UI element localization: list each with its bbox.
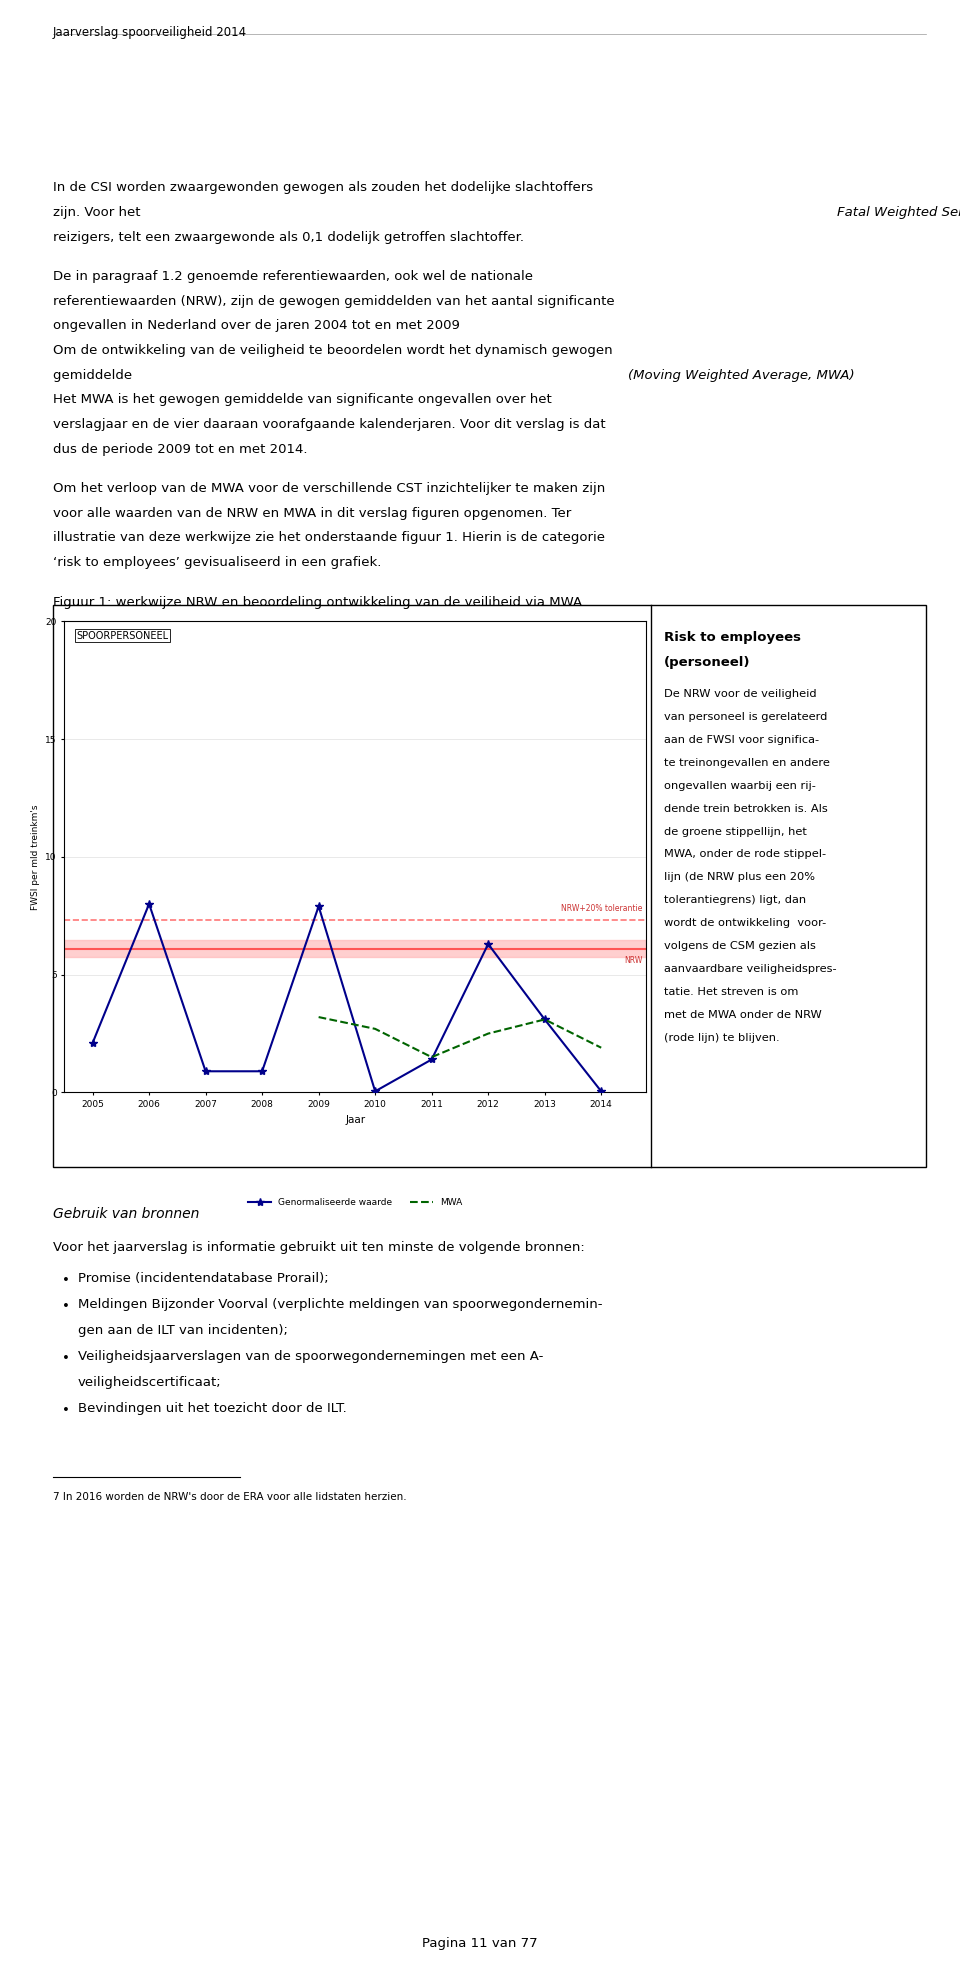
Text: illustratie van deze werkwijze zie het onderstaande figuur 1. Hierin is de categ: illustratie van deze werkwijze zie het o…: [53, 530, 605, 544]
Text: Veiligheidsjaarverslagen van de spoorwegondernemingen met een A-: Veiligheidsjaarverslagen van de spoorweg…: [78, 1349, 543, 1363]
Text: verslagjaar en de vier daaraan voorafgaande kalenderjaren. Voor dit verslag is d: verslagjaar en de vier daaraan voorafgaa…: [53, 418, 606, 432]
Text: •: •: [62, 1300, 70, 1313]
Text: Figuur 1: werkwijze NRW en beoordeling ontwikkeling van de veiliheid via MWA: Figuur 1: werkwijze NRW en beoordeling o…: [53, 596, 582, 609]
MWA: [370, 1018, 381, 1041]
MWA: [539, 1008, 550, 1031]
Text: met de MWA onder de NRW: met de MWA onder de NRW: [663, 1010, 822, 1020]
MWA: [595, 1035, 607, 1059]
Text: ‘risk to employees’ gevisualiseerd in een grafiek.: ‘risk to employees’ gevisualiseerd in ee…: [53, 556, 381, 570]
MWA: [426, 1045, 438, 1069]
Text: Om de ontwikkeling van de veiligheid te beoordelen wordt het dynamisch gewogen: Om de ontwikkeling van de veiligheid te …: [53, 343, 612, 357]
Text: •: •: [62, 1404, 70, 1416]
Text: Om het verloop van de MWA voor de verschillende CST inzichtelijker te maken zijn: Om het verloop van de MWA voor de versch…: [53, 481, 605, 495]
Text: De in paragraaf 1.2 genoemde referentiewaarden, ook wel de nationale: De in paragraaf 1.2 genoemde referentiew…: [53, 270, 533, 284]
Text: •: •: [62, 1274, 70, 1288]
Genormaliseerde waarde: [143, 891, 155, 915]
Text: NRW+20% tolerantie: NRW+20% tolerantie: [561, 905, 642, 913]
Text: Jaarverslag spoorveiligheid 2014: Jaarverslag spoorveiligheid 2014: [53, 26, 247, 39]
Text: Voor het jaarverslag is informatie gebruikt uit ten minste de volgende bronnen:: Voor het jaarverslag is informatie gebru…: [53, 1240, 585, 1254]
Text: 7 In 2016 worden de NRW's door de ERA voor alle lidstaten herzien.: 7 In 2016 worden de NRW's door de ERA vo…: [53, 1491, 406, 1501]
Text: NRW: NRW: [624, 956, 642, 964]
Text: Fatal Weighted Serious Injuries (FWSI): Fatal Weighted Serious Injuries (FWSI): [837, 205, 960, 219]
Text: (personeel): (personeel): [663, 655, 750, 669]
Text: De NRW voor de veiligheid: De NRW voor de veiligheid: [663, 688, 816, 698]
Text: SPOORPERSONEEL: SPOORPERSONEEL: [76, 631, 168, 641]
Line: Genormaliseerde waarde: Genormaliseerde waarde: [88, 899, 606, 1096]
Text: Bevindingen uit het toezicht door de ILT.: Bevindingen uit het toezicht door de ILT…: [78, 1402, 347, 1414]
Text: MWA, onder de rode stippel-: MWA, onder de rode stippel-: [663, 850, 826, 860]
Genormaliseerde waarde: [539, 1008, 550, 1031]
Text: (rode lijn) te blijven.: (rode lijn) te blijven.: [663, 1033, 780, 1043]
Text: reizigers, telt een zwaargewonde als 0,1 dodelijk getroffen slachtoffer.: reizigers, telt een zwaargewonde als 0,1…: [53, 231, 524, 245]
Text: gen aan de ILT van incidenten);: gen aan de ILT van incidenten);: [78, 1323, 288, 1337]
Line: MWA: MWA: [319, 1018, 601, 1057]
Text: tatie. Het streven is om: tatie. Het streven is om: [663, 986, 798, 998]
Text: Meldingen Bijzonder Voorval (verplichte meldingen van spoorwegondernemin-: Meldingen Bijzonder Voorval (verplichte …: [78, 1298, 602, 1311]
Text: veiligheidscertificaat;: veiligheidscertificaat;: [78, 1376, 222, 1388]
Text: ongevallen waarbij een rij-: ongevallen waarbij een rij-: [663, 781, 816, 791]
Genormaliseerde waarde: [426, 1047, 438, 1071]
Genormaliseerde waarde: [200, 1059, 211, 1083]
Bar: [64, 941, 646, 956]
Text: tolerantiegrens) ligt, dan: tolerantiegrens) ligt, dan: [663, 895, 805, 905]
Text: dende trein betrokken is. Als: dende trein betrokken is. Als: [663, 803, 828, 814]
Text: Gebruik van bronnen: Gebruik van bronnen: [53, 1207, 199, 1221]
MWA: [313, 1006, 324, 1029]
Text: referentiewaarden (NRW), zijn de gewogen gemiddelden van het aantal significante: referentiewaarden (NRW), zijn de gewogen…: [53, 294, 614, 308]
Y-axis label: FWSI per mld treinkm's: FWSI per mld treinkm's: [31, 805, 39, 909]
Text: van personeel is gerelateerd: van personeel is gerelateerd: [663, 712, 828, 722]
Text: Promise (incidentendatabase Prorail);: Promise (incidentendatabase Prorail);: [78, 1272, 328, 1286]
Genormaliseerde waarde: [370, 1079, 381, 1102]
Genormaliseerde waarde: [313, 895, 324, 919]
Genormaliseerde waarde: [595, 1079, 607, 1102]
Genormaliseerde waarde: [483, 933, 494, 956]
Text: gemiddelde: gemiddelde: [53, 369, 136, 383]
Genormaliseerde waarde: [256, 1059, 268, 1083]
Text: aan de FWSI voor significa-: aan de FWSI voor significa-: [663, 736, 819, 745]
Text: In de CSI worden zwaargewonden gewogen als zouden het dodelijke slachtoffers: In de CSI worden zwaargewonden gewogen a…: [53, 181, 593, 195]
Bar: [53, 605, 926, 1167]
Text: volgens de CSM gezien als: volgens de CSM gezien als: [663, 941, 816, 951]
Legend: Genormaliseerde waarde, MWA: Genormaliseerde waarde, MWA: [245, 1195, 466, 1211]
Text: lijn (de NRW plus een 20%: lijn (de NRW plus een 20%: [663, 872, 815, 881]
Text: de groene stippellijn, het: de groene stippellijn, het: [663, 826, 806, 836]
Text: wordt de ontwikkeling  voor-: wordt de ontwikkeling voor-: [663, 919, 826, 929]
Text: te treinongevallen en andere: te treinongevallen en andere: [663, 757, 829, 767]
Text: (Moving Weighted Average, MWA): (Moving Weighted Average, MWA): [628, 369, 854, 383]
Text: •: •: [62, 1351, 70, 1365]
Text: aanvaardbare veiligheidspres-: aanvaardbare veiligheidspres-: [663, 964, 836, 974]
MWA: [483, 1021, 494, 1045]
Text: ongevallen in Nederland over de jaren 2004 tot en met 2009: ongevallen in Nederland over de jaren 20…: [53, 319, 460, 333]
Text: dus de periode 2009 tot en met 2014.: dus de periode 2009 tot en met 2014.: [53, 442, 307, 456]
Text: Het MWA is het gewogen gemiddelde van significante ongevallen over het: Het MWA is het gewogen gemiddelde van si…: [53, 392, 552, 406]
Genormaliseerde waarde: [86, 1031, 98, 1055]
X-axis label: Jaar: Jaar: [346, 1114, 366, 1124]
Text: voor alle waarden van de NRW en MWA in dit verslag figuren opgenomen. Ter: voor alle waarden van de NRW en MWA in d…: [53, 507, 571, 521]
Text: Risk to employees: Risk to employees: [663, 631, 801, 645]
Text: Pagina 11 van 77: Pagina 11 van 77: [422, 1937, 538, 1950]
Text: zijn. Voor het: zijn. Voor het: [53, 205, 145, 219]
